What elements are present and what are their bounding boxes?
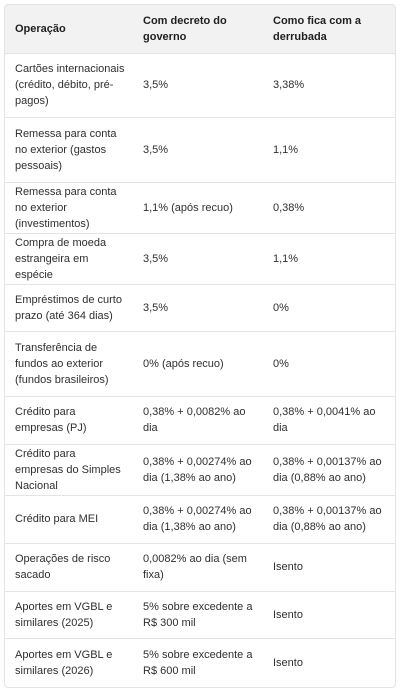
table-header: Operação Com decreto do governo Como fic… (5, 5, 395, 53)
cell-operacao: Crédito para empresas (PJ) (15, 406, 87, 435)
iof-comparison-table: Operação Com decreto do governo Como fic… (4, 4, 396, 688)
table-row: Crédito para MEI 0,38% + 0,00274% ao dia… (5, 495, 395, 543)
cell-operacao: Transferência de fundos ao exterior (fun… (15, 342, 109, 387)
cell-decreto: 0,38% + 0,00274% ao dia (1,38% ao ano) (143, 505, 252, 534)
table-row: Transferência de fundos ao exterior (fun… (5, 331, 395, 397)
cell-derrubada: 3,38% (273, 79, 305, 92)
header-derrubada: Como fica com a derrubada (273, 14, 362, 43)
cell-decreto: 3,5% (143, 143, 169, 156)
header-operacao: Operação (15, 22, 66, 35)
cell-operacao: Remessa para conta no exterior (gastos p… (15, 127, 117, 172)
table-row: Compra de moeda estrangeira em espécie 3… (5, 233, 395, 284)
cell-operacao: Cartões internacionais (crédito, débito,… (15, 63, 125, 108)
header-row: Operação Com decreto do governo Como fic… (5, 5, 395, 53)
cell-operacao: Crédito para empresas do Simples Naciona… (15, 447, 121, 492)
table-row: Crédito para empresas (PJ) 0,38% + 0,008… (5, 396, 395, 444)
cell-derrubada: 0,38% + 0,0041% ao dia (273, 406, 376, 435)
cell-decreto: 0% (após recuo) (143, 358, 224, 371)
cell-decreto: 0,38% + 0,00274% ao dia (1,38% ao ano) (143, 455, 252, 484)
cell-decreto: 5% sobre excedente a R$ 600 mil (143, 649, 253, 678)
cell-derrubada: 0,38% + 0,00137% ao dia (0,88% ao ano) (273, 455, 382, 484)
cell-derrubada: 0,38% (273, 201, 305, 214)
cell-decreto: 1,1% (após recuo) (143, 201, 233, 214)
cell-operacao: Operações de risco sacado (15, 553, 111, 582)
cell-derrubada: 1,1% (273, 143, 299, 156)
table-row: Empréstimos de curto prazo (até 364 dias… (5, 284, 395, 332)
table-row: Crédito para empresas do Simples Naciona… (5, 444, 395, 495)
cell-decreto: 3,5% (143, 79, 169, 92)
cell-derrubada: 0,38% + 0,00137% ao dia (0,88% ao ano) (273, 505, 382, 534)
cell-decreto: 0,38% + 0,0082% ao dia (143, 406, 246, 435)
cell-derrubada: 1,1% (273, 252, 299, 265)
cell-operacao: Crédito para MEI (15, 513, 99, 526)
cell-operacao: Empréstimos de curto prazo (até 364 dias… (15, 294, 122, 322)
table-body: Cartões internacionais (crédito, débito,… (5, 53, 395, 687)
table-row: Aportes em VGBL e similares (2025) 5% so… (5, 591, 395, 639)
cell-operacao: Aportes em VGBL e similares (2025) (15, 601, 113, 630)
cell-derrubada: Isento (273, 561, 303, 574)
table-row: Cartões internacionais (crédito, débito,… (5, 53, 395, 118)
cell-operacao: Compra de moeda estrangeira em espécie (15, 236, 107, 281)
cell-decreto: 0,0082% ao dia (sem fixa) (143, 553, 247, 582)
table-row: Aportes em VGBL e similares (2026) 5% so… (5, 638, 395, 687)
comparison-table: Operação Com decreto do governo Como fic… (5, 5, 395, 687)
cell-operacao: Aportes em VGBL e similares (2026) (15, 649, 113, 678)
table-row: Remessa para conta no exterior (gastos p… (5, 117, 395, 183)
cell-derrubada: 0% (273, 302, 289, 314)
cell-operacao: Remessa para conta no exterior (investim… (15, 185, 117, 230)
table-row: Remessa para conta no exterior (investim… (5, 182, 395, 233)
header-com-decreto: Com decreto do governo (143, 14, 227, 43)
cell-decreto: 5% sobre excedente a R$ 300 mil (143, 601, 253, 630)
cell-decreto: 3,5% (143, 252, 169, 265)
cell-derrubada: 0% (273, 358, 289, 371)
table-row: Operações de risco sacado 0,0082% ao dia… (5, 543, 395, 591)
cell-derrubada: Isento (273, 657, 303, 670)
cell-decreto: 3,5% (143, 302, 169, 314)
cell-derrubada: Isento (273, 609, 303, 622)
